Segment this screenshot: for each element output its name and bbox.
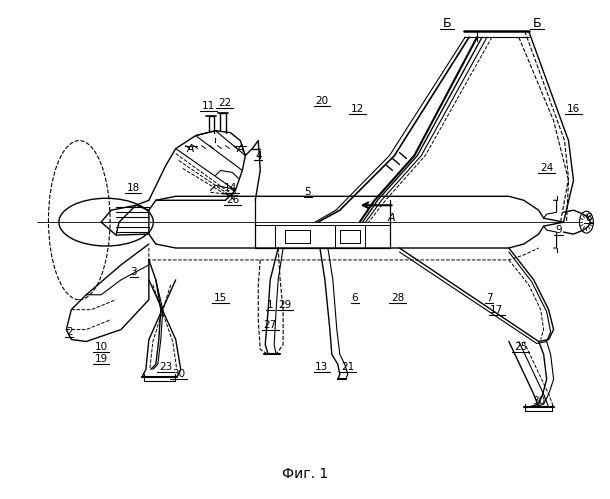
Text: Б: Б bbox=[443, 17, 451, 30]
Text: 7: 7 bbox=[486, 293, 492, 303]
Text: 6: 6 bbox=[351, 293, 358, 303]
Text: 18: 18 bbox=[126, 183, 140, 193]
Text: 13: 13 bbox=[315, 362, 329, 372]
Text: A: A bbox=[187, 144, 195, 154]
Text: 24: 24 bbox=[540, 164, 553, 174]
Text: 25: 25 bbox=[514, 342, 528, 352]
Text: Б: Б bbox=[533, 17, 541, 30]
Text: 1: 1 bbox=[267, 300, 273, 310]
Text: 23: 23 bbox=[159, 362, 173, 372]
Text: A: A bbox=[237, 144, 244, 154]
Text: 11: 11 bbox=[202, 101, 215, 111]
Text: 2: 2 bbox=[66, 326, 73, 336]
Text: 8: 8 bbox=[585, 213, 592, 223]
Text: 9: 9 bbox=[555, 225, 562, 235]
Text: 12: 12 bbox=[351, 104, 364, 114]
Text: 5: 5 bbox=[304, 187, 311, 197]
Text: Фиг. 1: Фиг. 1 bbox=[282, 467, 328, 481]
Text: 14: 14 bbox=[224, 183, 237, 193]
Text: 26: 26 bbox=[226, 195, 239, 205]
Text: 19: 19 bbox=[95, 354, 108, 364]
Text: 28: 28 bbox=[391, 293, 404, 303]
Text: 21: 21 bbox=[341, 362, 354, 372]
Text: A: A bbox=[388, 213, 395, 223]
Text: 4: 4 bbox=[255, 151, 262, 161]
Text: 22: 22 bbox=[218, 98, 231, 108]
Text: 29: 29 bbox=[279, 300, 292, 310]
Text: 15: 15 bbox=[214, 293, 227, 303]
Text: 20: 20 bbox=[315, 96, 328, 106]
Text: 10: 10 bbox=[95, 342, 108, 352]
Text: 3: 3 bbox=[131, 267, 137, 277]
Text: 17: 17 bbox=[490, 305, 503, 315]
Text: 30: 30 bbox=[172, 369, 185, 379]
Text: 27: 27 bbox=[264, 319, 277, 329]
Text: 16: 16 bbox=[567, 104, 580, 114]
Text: 30: 30 bbox=[532, 396, 545, 406]
